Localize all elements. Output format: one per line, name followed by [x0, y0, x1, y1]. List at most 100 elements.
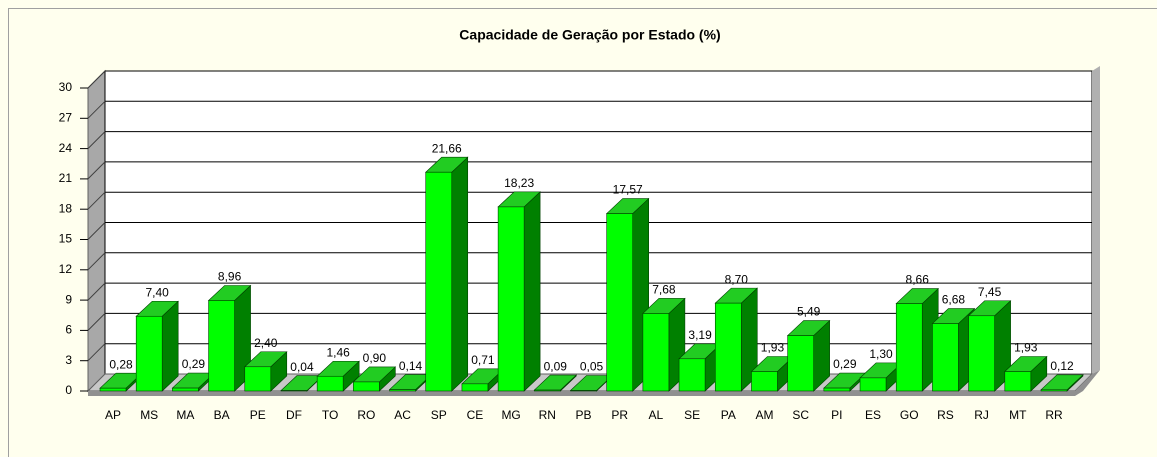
value-label: 3,19 [688, 328, 712, 342]
x-tick-label: MG [501, 408, 520, 422]
floor-edge [88, 370, 1100, 396]
x-tick-label: MA [176, 408, 194, 422]
x-tick-label: PA [721, 408, 736, 422]
x-tick-label: RO [357, 408, 375, 422]
value-label: 7,40 [146, 285, 170, 299]
value-label: 0,04 [290, 360, 314, 374]
x-tick-label: PE [250, 408, 266, 422]
y-tick-label: 30 [59, 80, 73, 94]
value-label: 0,28 [109, 357, 133, 371]
chart-title: Capacidade de Geração por Estado (%) [459, 27, 720, 43]
bar [932, 323, 959, 392]
value-label: 7,45 [978, 285, 1002, 299]
x-tick-label: PR [611, 408, 628, 422]
bar [678, 358, 706, 392]
value-label: 18,23 [504, 176, 534, 190]
x-tick-label: AL [649, 408, 664, 422]
value-label: 8,66 [906, 273, 930, 287]
value-label: 0,14 [399, 359, 423, 373]
x-tick-label: SP [431, 408, 447, 422]
bar-side [523, 191, 541, 392]
grid-line [87, 343, 106, 362]
x-tick-label: RR [1045, 408, 1063, 422]
value-label: 8,70 [725, 272, 749, 286]
bar [751, 371, 778, 392]
value-label: 1,46 [326, 345, 350, 359]
bar [497, 206, 525, 392]
x-tick-label: SE [684, 408, 700, 422]
grid-line [87, 252, 106, 271]
x-tick-label: AP [105, 408, 121, 422]
bar [859, 377, 887, 392]
value-label: 17,57 [613, 183, 643, 197]
y-tick-label: 0 [65, 383, 72, 397]
bar [642, 313, 670, 392]
bar [461, 383, 489, 392]
x-tick-label: AC [394, 408, 411, 422]
bar [895, 303, 923, 392]
value-label: 0,05 [580, 360, 604, 374]
bar-side [161, 300, 179, 392]
x-tick-label: PI [831, 408, 842, 422]
value-label: 0,12 [1050, 359, 1074, 373]
bar [172, 387, 199, 392]
y-tick-label: 6 [65, 323, 72, 337]
y-tick-label: 18 [59, 201, 73, 215]
y-tick-label: 27 [59, 110, 73, 124]
bar [1004, 371, 1032, 392]
grid-line [87, 161, 106, 180]
value-label: 1,93 [1014, 341, 1038, 355]
bar [714, 302, 742, 392]
grid-line [87, 313, 106, 331]
value-label: 5,49 [797, 305, 821, 319]
value-label: 2,40 [254, 336, 278, 350]
bar [135, 315, 163, 392]
bar [570, 390, 597, 392]
x-tick-label: CE [467, 408, 484, 422]
y-tick-label: 15 [59, 232, 73, 246]
bar [208, 300, 235, 392]
value-label: 6,68 [942, 293, 966, 307]
y-tick-label: 3 [65, 353, 72, 367]
value-label: 0,29 [833, 357, 857, 371]
grid-line [87, 131, 106, 149]
x-tick-label: ES [865, 408, 881, 422]
value-label: 21,66 [432, 141, 462, 155]
bar [99, 387, 127, 392]
x-tick-label: RJ [974, 408, 989, 422]
grid-line [87, 191, 106, 210]
x-tick-label: PB [575, 408, 591, 422]
x-tick-label: MT [1009, 408, 1027, 422]
grid-line [87, 70, 106, 89]
value-label: 8,96 [218, 270, 242, 284]
bar [316, 375, 344, 392]
bar [534, 389, 561, 392]
x-tick-label: TO [322, 408, 338, 422]
value-label: 0,09 [544, 359, 568, 373]
x-tick-label: RN [539, 408, 556, 422]
y-tick-label: 21 [59, 171, 73, 185]
value-label: 1,30 [869, 347, 893, 361]
grid-line [87, 222, 106, 240]
x-tick-label: GO [900, 408, 919, 422]
y-tick-label: 12 [59, 262, 73, 276]
value-label: 0,71 [471, 353, 495, 367]
x-tick-label: DF [286, 408, 302, 422]
bar [823, 387, 851, 392]
bar-side [451, 156, 469, 392]
bar [389, 389, 416, 392]
y-tick-label: 9 [65, 292, 72, 306]
value-label: 0,29 [182, 357, 206, 371]
bar [244, 366, 272, 392]
right-edge [1092, 66, 1100, 374]
x-tick-label: SC [792, 408, 809, 422]
x-tick-label: RS [937, 408, 954, 422]
x-tick-label: BA [214, 408, 230, 422]
value-label: 7,68 [652, 283, 676, 297]
bar [787, 335, 814, 392]
grid-line [87, 282, 106, 301]
bar [425, 171, 453, 392]
value-label: 1,93 [761, 341, 785, 355]
